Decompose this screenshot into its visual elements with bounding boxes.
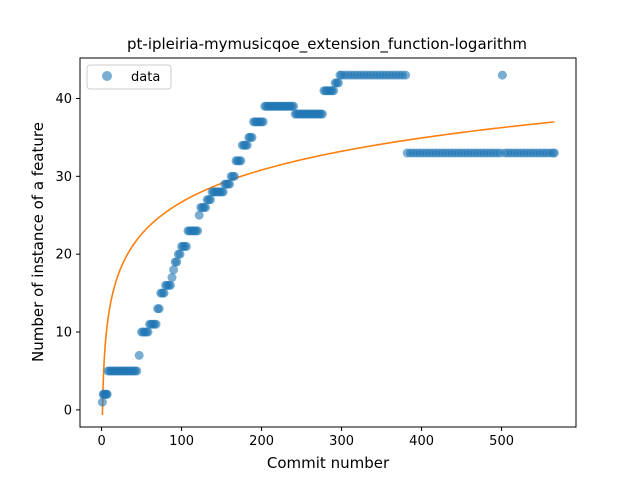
data-point bbox=[242, 140, 252, 150]
data-point bbox=[165, 280, 175, 290]
x-tick-label: 500 bbox=[489, 434, 514, 449]
data-point bbox=[258, 117, 268, 127]
data-points-layer bbox=[97, 70, 559, 407]
x-tick-label: 200 bbox=[249, 434, 274, 449]
data-point bbox=[225, 179, 235, 189]
y-tick-label: 20 bbox=[55, 248, 72, 263]
data-point bbox=[289, 101, 299, 111]
data-point bbox=[218, 187, 228, 197]
data-point bbox=[247, 132, 257, 142]
data-point bbox=[143, 327, 153, 337]
data-point bbox=[134, 350, 144, 360]
y-tick-label: 30 bbox=[55, 170, 72, 185]
y-axis-label: Number of instance of a feature bbox=[29, 122, 47, 362]
data-point bbox=[201, 202, 211, 212]
legend-label-data: data bbox=[131, 70, 160, 85]
legend-box bbox=[86, 64, 172, 90]
data-point bbox=[329, 86, 339, 96]
y-tick-label: 40 bbox=[55, 92, 72, 107]
data-point bbox=[401, 70, 411, 80]
data-point bbox=[175, 249, 185, 259]
legend-marker-data bbox=[102, 71, 112, 81]
x-tick-label: 300 bbox=[329, 434, 354, 449]
data-point bbox=[132, 366, 142, 376]
plot-area bbox=[80, 58, 576, 427]
data-point bbox=[167, 273, 177, 283]
y-tick-label: 10 bbox=[55, 326, 72, 341]
data-point bbox=[154, 304, 164, 314]
data-point bbox=[229, 171, 239, 181]
x-tick-label: 100 bbox=[169, 434, 194, 449]
x-axis-label: Commit number bbox=[267, 454, 390, 472]
x-tick-label: 400 bbox=[409, 434, 434, 449]
fit-curve-layer bbox=[101, 121, 555, 416]
y-axis-ticks: 0 10 20 30 40 bbox=[55, 92, 80, 418]
fit-curve bbox=[101, 121, 555, 416]
x-axis-ticks: 0 100 200 300 400 500 bbox=[97, 427, 514, 449]
chart-title: pt-ipleiria-mymusicqoe_extension_functio… bbox=[127, 35, 527, 54]
data-point bbox=[205, 195, 215, 205]
data-point bbox=[194, 210, 204, 220]
legend: data bbox=[86, 64, 172, 90]
data-point bbox=[193, 226, 203, 236]
data-point bbox=[181, 241, 191, 251]
data-point bbox=[97, 397, 107, 407]
data-point bbox=[151, 319, 161, 329]
data-point bbox=[549, 148, 559, 158]
data-point bbox=[333, 78, 343, 88]
data-point bbox=[236, 156, 246, 166]
x-tick-label: 0 bbox=[97, 434, 105, 449]
data-point bbox=[102, 389, 112, 399]
data-point bbox=[172, 257, 182, 267]
data-point bbox=[169, 265, 179, 275]
data-point bbox=[317, 109, 327, 119]
data-point bbox=[497, 70, 507, 80]
y-tick-label: 0 bbox=[64, 403, 72, 418]
plot-frame bbox=[79, 57, 577, 428]
data-point bbox=[159, 288, 169, 298]
